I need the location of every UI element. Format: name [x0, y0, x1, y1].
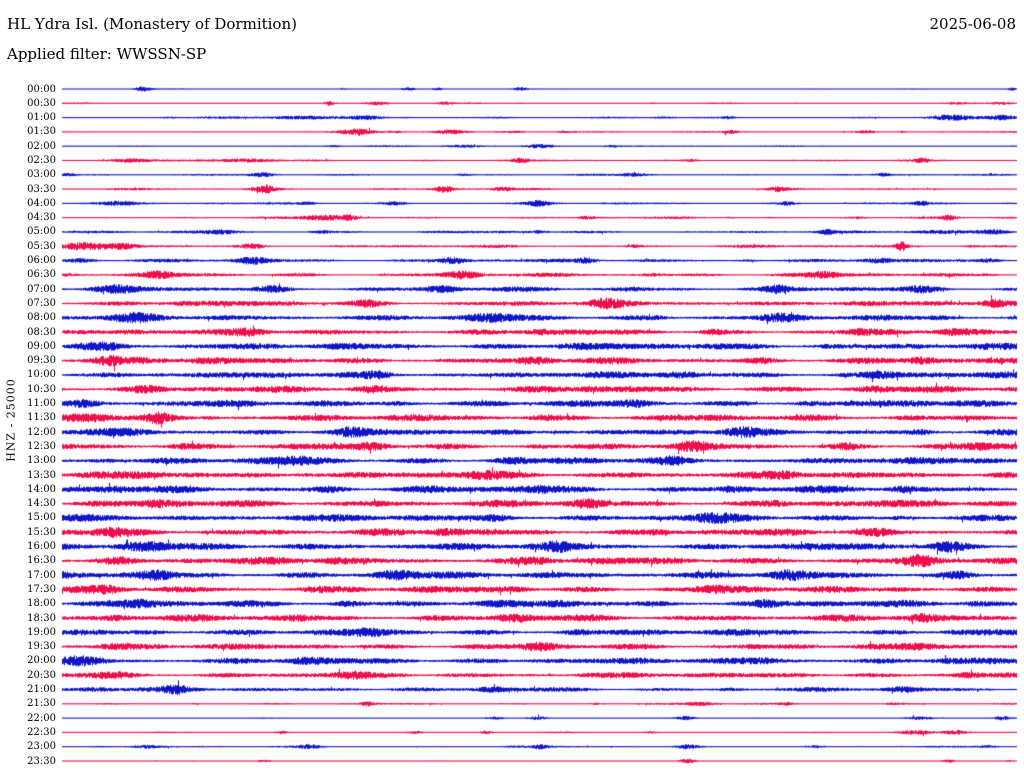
applied-filter-label: Applied filter: WWSSN-SP	[7, 45, 207, 63]
trace-time-label: 04:00	[27, 197, 56, 209]
plot-date: 2025-06-08	[929, 15, 1016, 33]
trace-time-label: 02:30	[27, 154, 56, 166]
trace-time-label: 13:30	[27, 469, 56, 481]
trace-time-label: 22:30	[27, 726, 56, 738]
trace-time-label: 18:00	[27, 598, 56, 610]
trace-time-label: 16:30	[27, 555, 56, 567]
trace-time-label: 01:30	[27, 126, 56, 138]
trace-time-label: 20:00	[27, 655, 56, 667]
trace-time-label: 05:00	[27, 226, 56, 238]
time-label-column: 00:00 00:30 01:00 01:30 02:00 02:30 03:00 03:30…	[0, 0, 57, 780]
trace-time-label: 03:00	[27, 169, 56, 181]
trace-time-label: 16:00	[27, 541, 56, 553]
trace-time-label: 23:30	[27, 755, 56, 767]
trace-time-label: 23:00	[27, 741, 56, 753]
trace-time-label: 03:30	[27, 183, 56, 195]
trace-time-label: 17:00	[27, 569, 56, 581]
trace-time-label: 10:30	[27, 383, 56, 395]
trace-time-label: 15:30	[27, 526, 56, 538]
trace-time-label: 19:00	[27, 626, 56, 638]
trace-time-label: 20:30	[27, 669, 56, 681]
trace-time-label: 22:00	[27, 712, 56, 724]
trace-time-label: 08:00	[27, 312, 56, 324]
trace-time-label: 06:00	[27, 255, 56, 267]
trace-time-label: 00:00	[27, 83, 56, 95]
trace-time-label: 21:00	[27, 684, 56, 695]
trace-time-label: 06:30	[27, 269, 56, 281]
trace-time-label: 09:30	[27, 355, 56, 367]
trace-time-label: 02:00	[27, 140, 56, 152]
trace-time-label: 15:00	[27, 512, 56, 524]
trace-time-label: 11:30	[27, 412, 56, 424]
trace-time-label: 04:30	[27, 212, 56, 224]
trace-time-label: 14:30	[27, 498, 56, 510]
station-title: HL Ydra Isl. (Monastery of Dormition)	[7, 15, 297, 33]
trace-time-label: 19:30	[27, 641, 56, 653]
trace-time-label: 09:00	[27, 340, 56, 352]
trace-time-label: 01:00	[27, 112, 56, 124]
trace-time-label: 00:30	[27, 97, 56, 109]
trace-time-label: 11:00	[27, 398, 56, 410]
trace-time-label: 12:00	[27, 426, 56, 438]
trace-time-label: 18:30	[27, 612, 56, 624]
trace-time-label: 05:30	[27, 240, 56, 252]
trace-time-label: 13:00	[27, 455, 56, 467]
trace-time-label: 07:30	[27, 297, 56, 309]
trace-time-label: 17:30	[27, 583, 56, 595]
trace-time-label: 07:00	[27, 283, 56, 295]
trace-time-label: 21:30	[27, 698, 56, 710]
trace-time-label: 12:30	[27, 440, 56, 452]
trace-time-label: 10:00	[27, 369, 56, 381]
trace-time-label: 14:00	[27, 483, 56, 495]
trace-time-label: 08:30	[27, 326, 56, 338]
